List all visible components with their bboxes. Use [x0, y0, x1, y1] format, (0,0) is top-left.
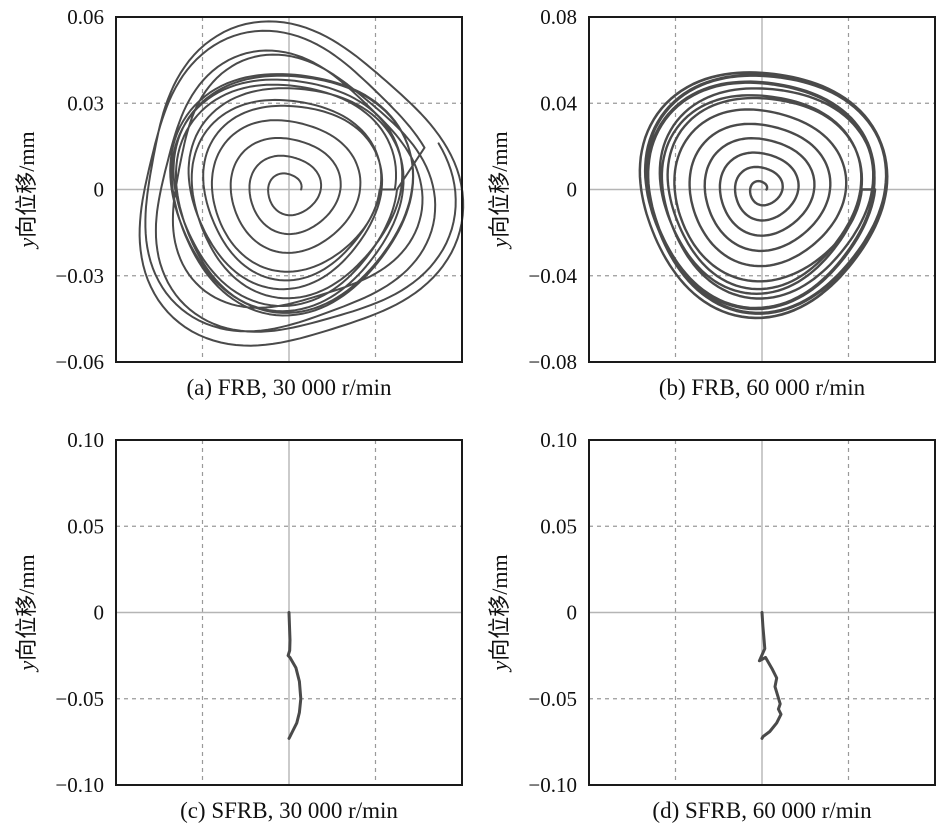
y-tick-label: −0.05	[55, 687, 104, 711]
plot-frame	[115, 16, 463, 363]
panel-c: 0.10 0.05 0 −0.05 −0.10 y向位移/mm (c) SFRB, 30 0…	[14, 428, 463, 823]
y-tick-label: 0.04	[540, 91, 577, 115]
y-axis-label: y向位移/mm	[14, 131, 39, 249]
y-tick-label: 0	[94, 601, 105, 625]
y-tick-label: 0	[567, 601, 578, 625]
panel-caption: (a) FRB, 30 000 r/min	[186, 375, 392, 400]
y-axis-label: y向位移/mm	[14, 554, 39, 672]
y-tick-label: 0.05	[540, 514, 577, 538]
orbit-trace	[757, 611, 783, 740]
panel-b: 0.08 0.04 0 −0.04 −0.08 y向位移/mm (b) FRB, 60 00…	[487, 5, 936, 400]
plot-frame	[588, 439, 936, 786]
y-tick-label: −0.05	[528, 687, 577, 711]
y-tick-label: −0.10	[528, 773, 577, 797]
y-tick-label: 0.06	[67, 5, 104, 29]
y-tick-label: 0	[94, 178, 105, 202]
y-tick-label: −0.10	[55, 773, 104, 797]
y-tick-label: 0.08	[540, 5, 577, 29]
y-tick-label: 0.10	[67, 428, 104, 452]
panel-caption: (b) FRB, 60 000 r/min	[659, 375, 866, 400]
panel-d: 0.10 0.05 0 −0.05 −0.10 y向位移/mm (d) SFRB, 60 0…	[487, 428, 936, 823]
panel-a: 0.06 0.03 0 −0.03 −0.06 y向位移/mm (a) FRB, 30 00…	[14, 5, 465, 400]
panel-caption: (d) SFRB, 60 000 r/min	[652, 798, 872, 823]
y-tick-label: −0.06	[55, 350, 104, 374]
y-tick-label: 0.05	[67, 514, 104, 538]
orbit-trace	[638, 71, 889, 320]
plot-frame	[115, 439, 463, 786]
plot-frame	[588, 16, 936, 363]
y-tick-label: 0.10	[540, 428, 577, 452]
y-tick-label: 0.03	[67, 91, 104, 115]
panel-caption: (c) SFRB, 30 000 r/min	[180, 798, 398, 823]
y-tick-label: −0.03	[55, 264, 104, 288]
y-axis-label: y向位移/mm	[487, 131, 512, 249]
y-tick-label: −0.08	[528, 350, 577, 374]
y-tick-label: 0	[567, 178, 578, 202]
y-tick-label: −0.04	[528, 264, 577, 288]
orbit-trace	[138, 20, 465, 347]
y-axis-label: y向位移/mm	[487, 554, 512, 672]
orbit-trace	[286, 611, 303, 740]
